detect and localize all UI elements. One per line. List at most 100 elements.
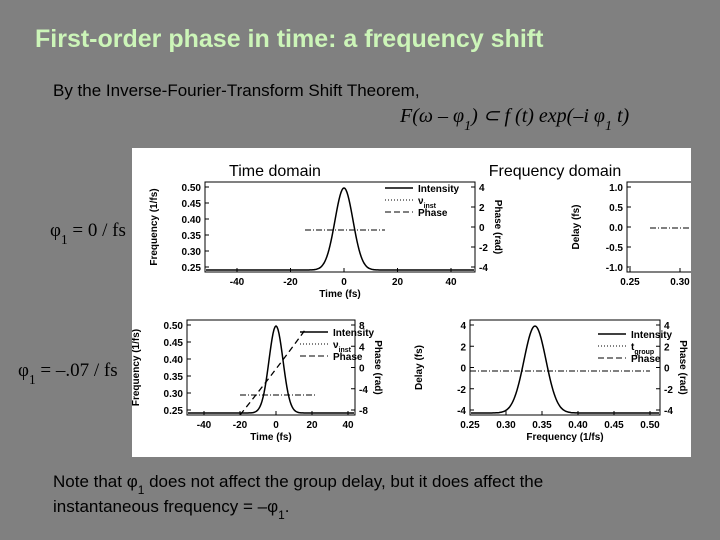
x-tick-label: 20 bbox=[392, 277, 404, 288]
legend-label: tgroup bbox=[631, 342, 654, 356]
intensity-curve bbox=[188, 324, 354, 414]
x-tick-label: 40 bbox=[342, 420, 354, 431]
legend-label: Intensity bbox=[631, 330, 673, 341]
y2-tick-label: 4 bbox=[359, 342, 365, 353]
x-tick-label: 20 bbox=[306, 420, 318, 431]
y-tick-label: 0.30 bbox=[182, 247, 202, 258]
y-axis-label: Frequency (1/fs) bbox=[131, 329, 142, 406]
x-tick-label: 0 bbox=[341, 277, 347, 288]
row-label: φ1 = –.07 / fs bbox=[18, 360, 118, 387]
subscript: 1 bbox=[61, 232, 68, 247]
x-tick-label: 0.45 bbox=[604, 420, 624, 431]
legend-text: Phase bbox=[631, 354, 661, 365]
y2-tick-label: 0 bbox=[359, 364, 365, 375]
legend-label: Intensity bbox=[418, 184, 460, 195]
x-axis-label: Frequency (1/fs) bbox=[526, 432, 603, 443]
y-tick-label: 0.5 bbox=[609, 203, 623, 214]
y2-tick-label: 8 bbox=[359, 321, 365, 332]
text-run: φ bbox=[127, 472, 138, 491]
legend-label: Phase bbox=[333, 352, 363, 363]
text-run: F bbox=[399, 105, 413, 127]
y2-tick-label: -4 bbox=[664, 406, 673, 417]
x-tick-label: 0.40 bbox=[568, 420, 588, 431]
x-tick-label: 0.30 bbox=[670, 277, 690, 288]
equation: F(ω – φ1) ⊂ f (t) exp(–i φ1 t) bbox=[399, 105, 630, 134]
y-tick-label: 0.25 bbox=[182, 263, 202, 274]
intensity-curve bbox=[206, 187, 474, 271]
figure-background bbox=[132, 148, 691, 457]
text-run: φ bbox=[18, 360, 29, 381]
x-tick-label: 0.50 bbox=[640, 420, 660, 431]
legend-text: ν bbox=[333, 340, 339, 351]
y2-tick-label: -4 bbox=[359, 385, 368, 396]
legend-text: Phase bbox=[418, 208, 448, 219]
y-tick-label: 0.50 bbox=[182, 183, 202, 194]
y2-axis-label: Phase (rad) bbox=[492, 200, 503, 254]
x-tick-label: -20 bbox=[283, 277, 298, 288]
y-tick-label: -2 bbox=[457, 385, 466, 396]
text-run: t) bbox=[612, 105, 630, 127]
legend-label: Intensity bbox=[333, 328, 375, 339]
x-tick-label: 0.25 bbox=[460, 420, 480, 431]
y-axis-label: Delay (fs) bbox=[414, 345, 425, 390]
y-tick-label: 0.30 bbox=[164, 389, 184, 400]
y-tick-label: 0.50 bbox=[164, 321, 184, 332]
text-run: φ bbox=[267, 497, 278, 516]
y-tick-label: 0.45 bbox=[182, 199, 202, 210]
x-axis-label: Time (fs) bbox=[250, 432, 292, 443]
y-tick-label: 0.35 bbox=[182, 231, 202, 242]
y-tick-label: 4 bbox=[460, 321, 466, 332]
x-tick-label: 40 bbox=[445, 277, 457, 288]
x-tick-label: 0.30 bbox=[496, 420, 516, 431]
text-run: ) ⊂ f (t) exp(–i φ bbox=[470, 105, 605, 127]
y-tick-label: -4 bbox=[457, 406, 466, 417]
legend-label: νinst bbox=[333, 340, 352, 354]
text-run: . bbox=[285, 497, 290, 516]
legend-label: Phase bbox=[418, 208, 448, 219]
y2-tick-label: 2 bbox=[479, 203, 485, 214]
text-run: φ bbox=[50, 220, 61, 241]
x-tick-label: -20 bbox=[233, 420, 248, 431]
y-tick-label: -1.0 bbox=[606, 263, 624, 274]
y-axis-label: Frequency (1/fs) bbox=[149, 188, 160, 265]
slide-title: First-order phase in time: a frequency s… bbox=[35, 25, 544, 53]
y-tick-label: 0.35 bbox=[164, 372, 184, 383]
y2-tick-label: -8 bbox=[359, 406, 368, 417]
subscript: 1 bbox=[464, 119, 471, 134]
subscript: 1 bbox=[605, 119, 612, 134]
legend-text: Intensity bbox=[333, 328, 375, 339]
legend-subscript: inst bbox=[339, 347, 352, 354]
subscript: 1 bbox=[278, 508, 285, 522]
y-tick-label: 0.45 bbox=[164, 338, 184, 349]
legend-text: Intensity bbox=[631, 330, 673, 341]
x-tick-label: -40 bbox=[230, 277, 245, 288]
x-axis-label: Time (fs) bbox=[319, 289, 361, 300]
subscript: 1 bbox=[29, 372, 36, 387]
y2-axis-label: Phase (rad) bbox=[372, 340, 383, 394]
y-tick-label: 0 bbox=[460, 364, 466, 375]
intensity-curve bbox=[471, 325, 659, 414]
legend-label: Phase bbox=[631, 354, 661, 365]
legend-subscript: inst bbox=[424, 203, 437, 210]
legend-text: Intensity bbox=[418, 184, 460, 195]
x-tick-label: 0 bbox=[273, 420, 279, 431]
y-tick-label: 0.0 bbox=[609, 223, 623, 234]
y2-tick-label: 0 bbox=[664, 364, 670, 375]
y-tick-label: 0.25 bbox=[164, 406, 184, 417]
y2-tick-label: 0 bbox=[479, 223, 485, 234]
text-run: instantaneous frequency = – bbox=[53, 497, 268, 516]
x-tick-label: -40 bbox=[197, 420, 212, 431]
y-tick-label: 2 bbox=[460, 342, 466, 353]
y-tick-label: 0.40 bbox=[164, 355, 184, 366]
legend-text: ν bbox=[418, 196, 424, 207]
column-header: Time domain bbox=[229, 163, 321, 180]
y-tick-label: 1.0 bbox=[609, 183, 623, 194]
subscript: 1 bbox=[138, 483, 145, 497]
text-run: = –.07 / fs bbox=[36, 360, 118, 381]
text-run: (ω – φ bbox=[412, 105, 464, 127]
x-tick-label: 0.35 bbox=[532, 420, 552, 431]
y2-tick-label: -4 bbox=[479, 263, 488, 274]
y-axis-label: Delay (fs) bbox=[571, 204, 582, 249]
y2-tick-label: 2 bbox=[664, 342, 670, 353]
